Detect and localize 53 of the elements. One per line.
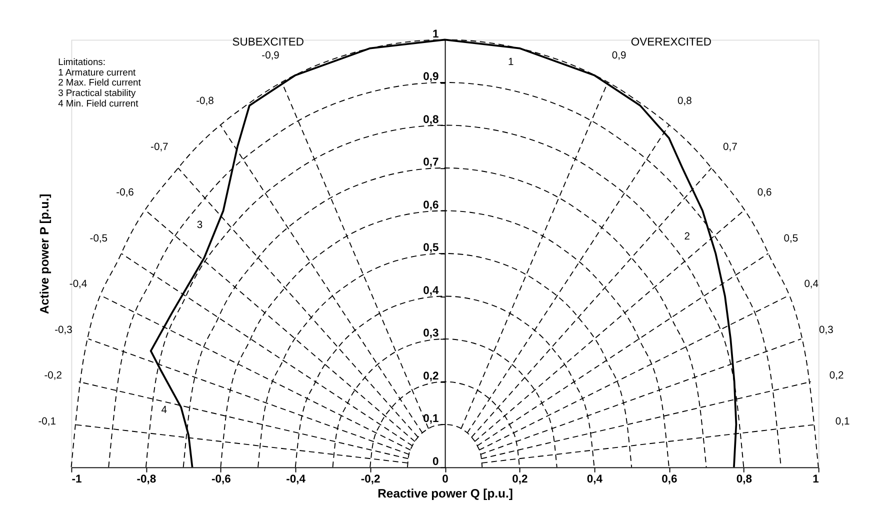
series-label: -0,8	[196, 96, 214, 108]
x-tick-label: -0,8	[136, 474, 156, 486]
y-tick-label: 0,9	[423, 71, 439, 84]
series-label: -0,3	[54, 324, 73, 336]
annotation: 1	[508, 57, 514, 68]
y-tick-label: 0,7	[423, 156, 439, 169]
series-label: 0,7	[723, 142, 738, 153]
annotation: OVEREXCITED	[630, 36, 712, 48]
y-tick-label: 0,8	[423, 114, 439, 126]
annotation: 3	[196, 220, 203, 232]
series-label: 0,6	[757, 188, 772, 199]
y-tick-label: 0,1	[423, 413, 439, 426]
annotation: Limitations:	[58, 57, 106, 68]
series-label: -0,2	[44, 370, 62, 382]
x-tick-label: 0,6	[662, 474, 678, 486]
x-tick-label: -0,6	[211, 474, 231, 486]
x-tick-label: 0,4	[586, 474, 604, 486]
series-label: 0,4	[804, 279, 819, 290]
text: 0,9	[612, 50, 627, 62]
series-label: -0,5	[90, 233, 108, 244]
series-label: 0,3	[818, 324, 834, 336]
y-axis-title: Active power P [p.u.]	[37, 194, 52, 314]
x-tick-label: -1	[72, 474, 82, 486]
x-tick-label: -0,2	[360, 474, 380, 486]
annotation: 2	[684, 231, 690, 242]
annotation: 2 Max. Field current	[58, 78, 142, 88]
x-tick-label: 1	[812, 474, 819, 486]
annotation: SUBEXCITED	[232, 36, 304, 48]
series-label: -0,7	[150, 142, 169, 153]
annotation: 4 Min. Field current	[58, 98, 139, 108]
x-tick-label: 0	[442, 474, 448, 486]
text: -0,9	[262, 50, 280, 62]
y-tick-label: 0,2	[423, 370, 439, 382]
series-label: 0,8	[677, 96, 692, 108]
x-tick-label: -0,4	[286, 474, 306, 486]
x-axis-title: Reactive power Q [p.u.]	[378, 486, 513, 501]
y-tick-label: 0,4	[423, 284, 440, 297]
series-label: -0,1	[38, 416, 56, 428]
y-tick-label: 0	[432, 456, 439, 468]
annotation: 1 Armature current	[58, 67, 136, 78]
annotation: 4	[161, 404, 168, 416]
x-tick-label: 0,2	[512, 474, 528, 486]
x-tick-label: 0,8	[736, 474, 752, 486]
y-tick-label: 0,3	[423, 328, 439, 340]
annotation: 3 Practical stability	[58, 88, 136, 98]
series-label: 0,1	[835, 416, 850, 428]
y-tick-label: 0,5	[423, 242, 439, 254]
series-label: 0,5	[784, 233, 798, 244]
y-tick-label: 1	[432, 28, 439, 40]
series-label: -0,6	[116, 188, 134, 199]
series-label: -0,4	[69, 279, 88, 290]
series-label: 0,2	[829, 370, 844, 382]
y-tick-label: 0,6	[423, 199, 439, 212]
